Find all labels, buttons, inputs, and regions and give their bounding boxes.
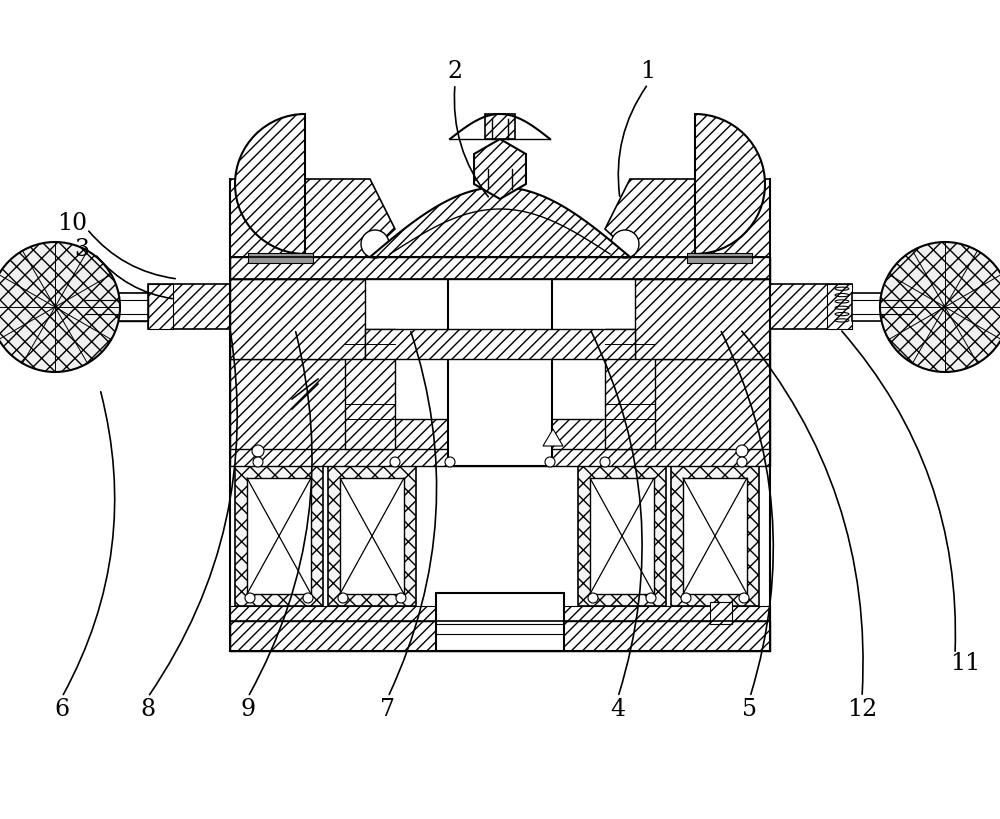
Bar xyxy=(365,419,635,449)
Polygon shape xyxy=(474,139,526,199)
Text: 8: 8 xyxy=(140,698,156,721)
Text: 6: 6 xyxy=(54,698,70,721)
Text: 2: 2 xyxy=(447,60,463,83)
Text: 3: 3 xyxy=(74,238,90,260)
Bar xyxy=(852,293,915,321)
Circle shape xyxy=(600,457,610,467)
Text: 10: 10 xyxy=(57,212,87,236)
Bar xyxy=(770,284,852,329)
Bar xyxy=(345,329,395,449)
Circle shape xyxy=(609,333,641,365)
Bar xyxy=(485,114,515,139)
Bar xyxy=(328,466,416,606)
Wedge shape xyxy=(235,114,305,254)
Bar xyxy=(230,257,770,279)
Bar xyxy=(85,293,148,321)
Bar xyxy=(687,253,752,263)
Circle shape xyxy=(609,373,641,405)
Bar xyxy=(85,293,148,321)
Circle shape xyxy=(396,593,406,603)
Circle shape xyxy=(245,593,255,603)
Text: 5: 5 xyxy=(742,698,758,721)
Bar xyxy=(590,478,654,594)
Circle shape xyxy=(445,457,455,467)
Circle shape xyxy=(253,457,263,467)
Circle shape xyxy=(0,242,120,372)
Circle shape xyxy=(359,413,391,445)
Circle shape xyxy=(611,230,639,258)
Bar xyxy=(148,284,230,329)
Bar xyxy=(248,253,313,263)
Circle shape xyxy=(681,593,691,603)
Circle shape xyxy=(359,333,391,365)
Polygon shape xyxy=(605,179,770,257)
Bar xyxy=(605,329,655,449)
Polygon shape xyxy=(543,429,563,446)
Text: 1: 1 xyxy=(640,60,656,83)
Circle shape xyxy=(739,593,749,603)
Wedge shape xyxy=(695,114,765,254)
Bar xyxy=(230,606,770,621)
Bar xyxy=(827,284,852,329)
Circle shape xyxy=(390,457,400,467)
Circle shape xyxy=(545,457,555,467)
Bar xyxy=(671,466,759,606)
Bar xyxy=(635,279,770,359)
Circle shape xyxy=(588,593,598,603)
Circle shape xyxy=(361,230,389,258)
Circle shape xyxy=(338,593,348,603)
Circle shape xyxy=(609,413,641,445)
Bar xyxy=(340,478,404,594)
Circle shape xyxy=(359,373,391,405)
Bar xyxy=(230,448,770,466)
Polygon shape xyxy=(370,187,630,257)
Polygon shape xyxy=(230,179,395,257)
Bar xyxy=(235,466,323,606)
Text: 11: 11 xyxy=(950,653,980,676)
Bar xyxy=(230,279,365,359)
Circle shape xyxy=(252,445,264,457)
Circle shape xyxy=(737,457,747,467)
Text: 12: 12 xyxy=(847,698,877,721)
Bar xyxy=(436,593,564,651)
Text: 9: 9 xyxy=(240,698,256,721)
Text: 4: 4 xyxy=(610,698,626,721)
Bar xyxy=(148,284,173,329)
Bar xyxy=(247,478,311,594)
Bar xyxy=(230,359,365,449)
Bar xyxy=(635,359,770,449)
Circle shape xyxy=(303,593,313,603)
Bar xyxy=(710,602,732,624)
Bar xyxy=(448,236,552,466)
Circle shape xyxy=(880,242,1000,372)
Bar xyxy=(365,329,635,359)
Bar xyxy=(683,478,747,594)
Circle shape xyxy=(736,445,748,457)
Text: 7: 7 xyxy=(380,698,396,721)
Bar xyxy=(578,466,666,606)
Bar xyxy=(436,593,564,651)
Bar xyxy=(230,621,770,651)
Circle shape xyxy=(646,593,656,603)
